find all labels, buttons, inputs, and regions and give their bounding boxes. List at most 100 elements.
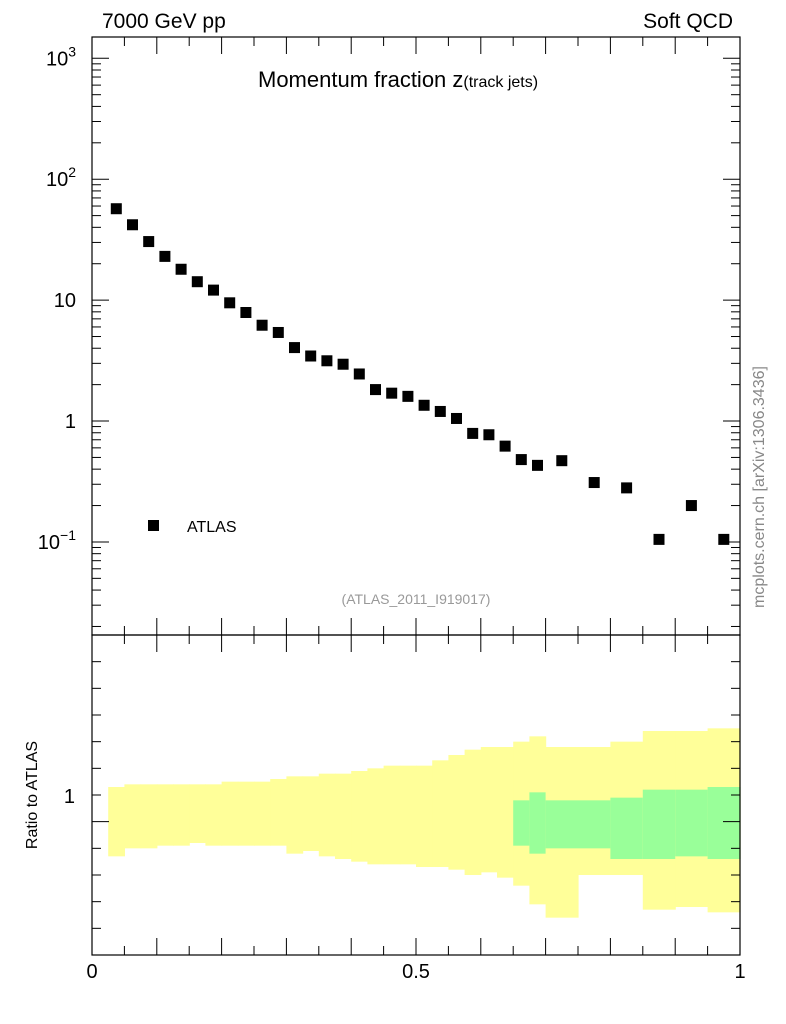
data-point [467, 427, 479, 439]
ratio-inner-band [513, 800, 530, 846]
ratio-outer-band [383, 765, 401, 865]
data-point [418, 399, 430, 411]
ratio-outer-band [237, 781, 255, 846]
x-tick-label: 0.5 [402, 961, 430, 983]
ratio-outer-band [448, 755, 466, 870]
x-tick-label: 1 [734, 961, 745, 983]
data-point [272, 326, 284, 338]
data-point [143, 236, 155, 248]
main-panel-frame [91, 36, 741, 636]
data-point [451, 412, 462, 424]
y-tick-label: 10 [54, 290, 76, 312]
data-point [386, 387, 398, 399]
data-point [434, 405, 446, 417]
chart-title-subscript: (track jets) [463, 74, 538, 91]
data-point [256, 319, 268, 331]
ratio-axis-ticks [91, 634, 741, 956]
ratio-outer-band [108, 787, 125, 857]
main-axis-ticks [91, 37, 741, 635]
ratio-inner-band [578, 800, 611, 849]
data-point [515, 454, 527, 466]
ratio-outer-band [318, 773, 336, 857]
data-point [532, 459, 543, 471]
ratio-outer-band [416, 765, 433, 867]
ratio-outer-band [302, 776, 320, 851]
data-point [556, 455, 568, 467]
mcplots-side-label: mcplots.cern.ch [arXiv:1306.3436] [751, 366, 768, 608]
y-tick-label-base: 10 [38, 532, 60, 554]
ratio-outer-band [497, 747, 514, 878]
ratio-uncertainty-bands [108, 728, 741, 918]
data-point [175, 263, 187, 275]
y-tick-label: 1 [65, 411, 76, 433]
data-point [370, 384, 381, 396]
ratio-inner-band [675, 789, 709, 857]
data-point [353, 368, 365, 380]
ratio-outer-band [173, 784, 190, 846]
ratio-outer-band [480, 747, 498, 873]
ratio-outer-band [205, 784, 223, 846]
ratio-outer-band [140, 784, 158, 849]
data-point [159, 250, 171, 262]
x-tick-label: 0 [86, 961, 97, 983]
data-point [685, 500, 697, 512]
data-point [321, 355, 333, 367]
y-tick-label: 10−1 [38, 527, 76, 554]
data-point [621, 482, 633, 494]
y-tick-label: 103 [46, 43, 76, 70]
data-point [110, 203, 122, 215]
ratio-inner-band [707, 787, 741, 859]
ratio-outer-band [399, 765, 417, 865]
legend-label-atlas: ATLAS [187, 519, 237, 536]
chart-title: Momentum fraction z(track jets) [258, 67, 538, 92]
data-point [191, 276, 203, 288]
y-tick-label-exponent: 2 [68, 164, 76, 180]
data-point [483, 429, 495, 441]
data-point [305, 350, 317, 362]
ratio-outer-band [189, 784, 206, 843]
y-tick-label-base: 10 [46, 48, 68, 70]
ratio-outer-band [335, 773, 352, 859]
ratio-inner-band [610, 797, 644, 859]
legend: ATLAS [148, 519, 237, 536]
ratio-outer-band [270, 779, 287, 846]
header-category-label: Soft QCD [643, 10, 733, 33]
ratio-panel: 1 Ratio to ATLAS 0 0.5 1 [24, 634, 746, 983]
x-tick-labels: 0 0.5 1 [86, 961, 745, 983]
chart-title-variable: z [452, 67, 463, 92]
ratio-inner-band [642, 789, 676, 859]
data-point [653, 533, 665, 545]
ratio-outer-band [351, 771, 368, 862]
y-tick-label: 102 [46, 164, 76, 191]
ratio-y-axis-label: Ratio to ATLAS [24, 741, 41, 849]
ratio-outer-band [156, 784, 174, 846]
data-point [224, 297, 236, 309]
ratio-outer-band [286, 776, 304, 854]
atlas-data-points [110, 203, 730, 545]
y-tick-label-base: 10 [54, 290, 76, 312]
ratio-inner-band [545, 800, 579, 849]
ratio-outer-band [367, 768, 385, 865]
ratio-outer-band [432, 760, 449, 867]
data-point [289, 342, 300, 354]
y-tick-label-base: 1 [65, 411, 76, 433]
data-point [499, 440, 511, 452]
header-energy-label: 7000 GeV pp [102, 10, 226, 33]
data-point [208, 284, 219, 296]
data-point [402, 390, 414, 402]
data-point [127, 219, 138, 231]
analysis-id-label: (ATLAS_2011_I919017) [342, 591, 491, 607]
ratio-y-tick-label-1: 1 [64, 786, 75, 808]
data-point [718, 533, 730, 545]
ratio-inner-band [529, 792, 547, 854]
ratio-outer-band [124, 784, 142, 849]
data-point [240, 306, 252, 318]
data-point [337, 358, 349, 370]
data-point [588, 477, 600, 489]
ratio-outer-band [254, 781, 271, 846]
y-tick-label-exponent: −1 [60, 527, 76, 543]
ratio-outer-band [464, 749, 482, 875]
chart-title-main: Momentum fraction [258, 67, 452, 92]
